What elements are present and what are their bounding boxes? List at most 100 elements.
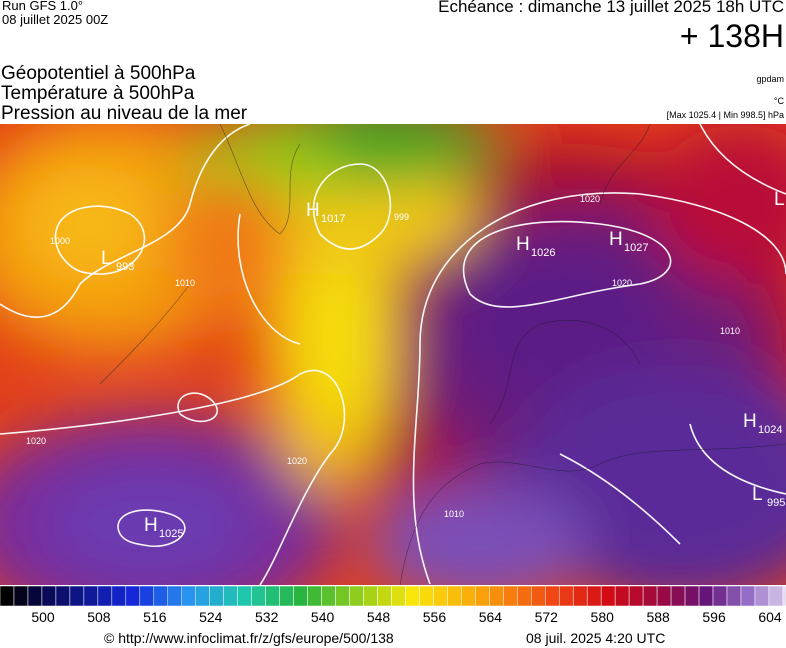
pressure-center-value: 1026 (531, 247, 555, 259)
colorbar-tick-label: 524 (199, 609, 223, 625)
isobar-label: 1010 (720, 326, 740, 336)
colorbar-swatch (531, 586, 546, 607)
isobar-label: 1020 (612, 278, 632, 288)
colorbar-swatch (349, 586, 364, 607)
colorbar-tick-label: 596 (702, 609, 726, 625)
colorbar-swatch (83, 586, 99, 607)
colorbar-swatch (545, 586, 560, 607)
colorbar-swatch (712, 586, 728, 607)
colorbar-swatch (726, 586, 742, 607)
isobar-label: 1020 (580, 194, 600, 204)
unit: °C (773, 96, 784, 106)
pressure-center-kind: L (774, 189, 785, 210)
colorbar-swatch (251, 586, 266, 607)
isobar-label: 1010 (175, 278, 195, 288)
colorbar-swatch (656, 586, 672, 607)
colorbar-swatch (265, 586, 280, 607)
colorbar-tick-label: 500 (31, 609, 55, 625)
pressure-center-kind: H (743, 411, 757, 432)
colorbar-tick-label: 588 (646, 609, 670, 625)
field: Géopotentiel à 500hPa (1, 63, 196, 84)
source-url: © http://www.infoclimat.fr/z/gfs/europe/… (104, 630, 394, 646)
colorbar-swatch (614, 586, 630, 607)
colorbar-swatch (139, 586, 155, 607)
colorbar-swatch (55, 586, 71, 607)
colorbar-swatch (503, 586, 518, 607)
pressure-center-kind: H (516, 234, 530, 255)
pressure-center-kind: H (306, 200, 320, 221)
pressure-center-kind: H (144, 515, 158, 536)
colorbar-swatch (600, 586, 616, 607)
colorbar-swatch (391, 586, 406, 607)
colorbar-tick-label: 572 (534, 609, 558, 625)
colorbar-swatch (684, 586, 700, 607)
pressure-center-value: 995 (767, 497, 785, 509)
colorbar-swatch (628, 586, 644, 607)
colorbar-swatch (754, 586, 770, 607)
colorbar-swatch (461, 586, 476, 607)
colorbar-swatch (13, 586, 29, 607)
echeance: Echéance : dimanche 13 juillet 2025 18h … (438, 0, 784, 16)
colorbar-swatch (363, 586, 378, 607)
pressure-center-value: 1017 (321, 213, 345, 225)
colorbar-swatch (558, 586, 574, 607)
colorbar-swatch (195, 586, 210, 607)
unit: [Max 1025.4 | Min 998.5] hPa (666, 110, 784, 120)
colorbar-swatch (0, 586, 15, 607)
colorbar-swatch (279, 586, 294, 607)
colorbar-swatch (572, 586, 588, 607)
isobar-label: 1000 (50, 236, 70, 246)
run: Run GFS 1.0° (2, 0, 84, 13)
colorbar-swatch (307, 586, 322, 607)
colorbar-swatch (293, 586, 308, 607)
colorbar-swatch (670, 586, 686, 607)
colorbar (0, 586, 786, 607)
colorbar-swatch (740, 586, 756, 607)
colorbar-swatch (768, 586, 784, 607)
colorbar-swatch (97, 586, 113, 607)
isobar-label: 999 (394, 212, 409, 222)
pressure-center-value: 1027 (624, 242, 648, 254)
lead-time: + 138H (679, 18, 784, 54)
colorbar-swatch (69, 586, 85, 607)
colorbar-swatch (405, 586, 420, 607)
colorbar-swatch (377, 586, 392, 607)
colorbar-swatch (209, 586, 224, 607)
colorbar-tick-label: 604 (758, 609, 782, 625)
colorbar-swatch (447, 586, 462, 607)
colorbar-swatch (237, 586, 252, 607)
isobar-label: 1020 (26, 436, 46, 446)
unit: gpdam (756, 74, 784, 84)
pressure-center-kind: H (609, 229, 623, 250)
pressure-center-value: 993 (116, 261, 134, 273)
isobar-label: 1010 (444, 509, 464, 519)
colorbar-swatch (181, 586, 196, 607)
field: Pression au niveau de la mer (1, 103, 248, 124)
colorbar-swatch (489, 586, 504, 607)
colorbar-swatch (419, 586, 434, 607)
colorbar-tick-label: 540 (310, 609, 335, 625)
pressure-center-kind: L (752, 484, 763, 505)
colorbar-swatch (586, 586, 602, 607)
colorbar-swatch (125, 586, 141, 607)
colorbar-tick-label: 548 (366, 609, 391, 625)
pressure-center-value: 1024 (758, 424, 782, 436)
colorbar-tick-label: 580 (590, 609, 614, 625)
colorbar-swatch (782, 586, 786, 607)
colorbar-tick-label: 556 (422, 609, 447, 625)
colorbar-tick-label: 564 (478, 609, 503, 625)
colorbar-swatch (475, 586, 490, 607)
colorbar-swatch (153, 586, 169, 607)
colorbar-swatch (223, 586, 238, 607)
pressure-center-value: 1025 (159, 528, 183, 540)
colorbar-swatch (642, 586, 658, 607)
colorbar-ticks: 500 508 516 524 532 540 548 556 564 572 580 588 596 6… (0, 609, 786, 629)
colorbar-swatch (433, 586, 448, 607)
colorbar-tick-label: 508 (87, 609, 111, 625)
colorbar-tick-label: 532 (255, 609, 279, 625)
colorbar-swatch (321, 586, 336, 607)
colorbar-swatch (335, 586, 350, 607)
pressure-center-kind: L (101, 248, 112, 269)
